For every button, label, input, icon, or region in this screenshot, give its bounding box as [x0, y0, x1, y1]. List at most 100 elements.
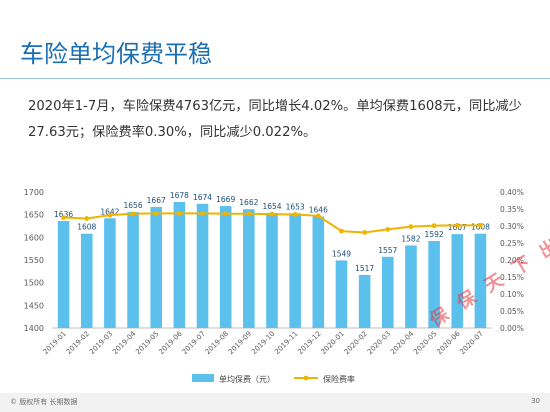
- rate-point: [478, 222, 483, 228]
- page-title: 车险单均保费平稳: [20, 40, 212, 68]
- rate-point: [61, 215, 66, 220]
- bar: [80, 233, 93, 328]
- bar: [104, 218, 116, 328]
- bar-value-label: 1662: [239, 198, 258, 207]
- category-tick-label: 2019-01: [42, 330, 68, 356]
- title-divider: [0, 78, 550, 79]
- rate-point: [130, 211, 136, 217]
- summary-text: 2020年1-7月，车险保费4763亿元，同比增长4.02%。单均保费1608元…: [28, 99, 522, 140]
- rate-point: [385, 227, 391, 232]
- legend-swatch-line-marker: [303, 375, 309, 381]
- category-tick-label: 2020-07: [458, 330, 484, 356]
- bar: [150, 206, 162, 328]
- rate-point: [200, 211, 205, 216]
- category-tick-label: 2019-03: [88, 330, 114, 356]
- bar-value-label: 1592: [425, 230, 444, 239]
- rate-point: [292, 212, 298, 217]
- left-axis-tick-label: 1550: [24, 256, 44, 265]
- bar-value-label: 1517: [355, 264, 374, 273]
- bar: [405, 245, 417, 328]
- right-axis-tick-label: 0.30%: [500, 222, 524, 231]
- bar: [474, 233, 487, 328]
- rate-point: [246, 211, 252, 217]
- bar: [243, 209, 255, 328]
- category-tick-label: 2019-08: [204, 330, 230, 356]
- rate-point: [408, 224, 414, 230]
- rate-point: [107, 212, 113, 218]
- rate-point: [223, 211, 229, 217]
- bar: [173, 201, 186, 328]
- page-number: 30: [531, 397, 540, 405]
- category-tick-label: 2019-07: [181, 330, 207, 356]
- legend-label-bar: 单均保费（元）: [219, 374, 275, 384]
- category-tick-label: 2020-04: [389, 329, 416, 356]
- bar-value-label: 1667: [147, 196, 166, 205]
- bar-value-label: 1656: [124, 201, 143, 210]
- rate-point: [362, 230, 368, 235]
- bar-value-label: 1608: [77, 223, 96, 232]
- bar-value-label: 1653: [286, 202, 305, 211]
- bar: [266, 212, 278, 328]
- bar: [451, 234, 464, 328]
- right-axis-tick-label: 0.25%: [500, 239, 524, 248]
- legend-swatch-bar: [192, 374, 214, 382]
- bar-value-label: 1669: [216, 195, 235, 204]
- bar-value-label: 1582: [401, 234, 420, 243]
- bar-value-label: 1636: [54, 210, 73, 219]
- right-axis-tick-label: 0.05%: [500, 307, 524, 316]
- left-axis-tick-label: 1600: [24, 233, 44, 242]
- left-axis-tick-label: 1400: [24, 324, 44, 333]
- bar-value-label: 1646: [309, 205, 328, 214]
- left-axis-tick-label: 1500: [24, 279, 44, 288]
- rate-point: [339, 228, 344, 234]
- rate-point: [176, 211, 182, 216]
- bar-value-label: 1642: [100, 207, 119, 216]
- bar: [196, 203, 209, 328]
- category-tick-label: 2020-06: [435, 329, 462, 356]
- rate-point: [315, 213, 321, 219]
- rate-point: [269, 211, 275, 217]
- bar: [127, 211, 139, 328]
- premium-chart: 1700 1650 1600 1550 1500 1450 1400 0.40% 0.35% 0.…: [24, 188, 524, 384]
- rate-point: [153, 211, 159, 216]
- category-tick-label: 2019-05: [134, 330, 160, 356]
- right-axis-tick-label: 0.35%: [500, 205, 524, 214]
- category-tick-label: 2019-10: [250, 330, 276, 356]
- bar: [358, 274, 371, 328]
- category-tick-label: 2020-01: [320, 330, 346, 356]
- right-axis-tick-label: 0.00%: [500, 324, 524, 333]
- bar: [382, 256, 394, 328]
- category-tick-label: 2019-02: [65, 330, 91, 356]
- bar-value-label: 1654: [262, 202, 281, 211]
- category-tick-label: 2020-03: [366, 330, 392, 356]
- right-axis-tick-label: 0.20%: [500, 256, 524, 265]
- right-axis-tick-label: 0.10%: [500, 290, 524, 299]
- left-axis-tick-label: 1650: [24, 211, 44, 220]
- category-tick-label: 2019-06: [157, 329, 184, 356]
- bar: [312, 216, 325, 328]
- bar: [335, 260, 348, 328]
- category-tick-label: 2020-02: [343, 330, 369, 356]
- category-tick-label: 2019-04: [111, 329, 138, 356]
- bar: [289, 213, 301, 328]
- left-axis-tick-label: 1450: [24, 301, 44, 310]
- left-axis-tick-label: 1700: [24, 188, 44, 197]
- bar: [428, 240, 440, 328]
- rate-point: [454, 222, 460, 228]
- category-tick-label: 2020-05: [412, 330, 438, 356]
- footer-bar: [0, 393, 550, 412]
- bar: [219, 206, 232, 328]
- footer-copyright: © 版权所有 长期数据: [10, 398, 78, 406]
- right-axis-tick-label: 0.15%: [500, 273, 524, 282]
- bar-value-label: 1557: [378, 246, 397, 255]
- category-tick-label: 2019-12: [296, 330, 322, 356]
- bar-value-label: 1674: [193, 193, 212, 202]
- bar-value-label: 1678: [170, 191, 189, 200]
- bar-value-label: 1549: [332, 249, 351, 258]
- rate-point: [431, 223, 437, 229]
- right-axis-tick-label: 0.40%: [500, 188, 524, 197]
- category-tick-label: 2019-11: [273, 330, 299, 356]
- bar: [57, 221, 70, 328]
- legend-label-line: 保险费率: [323, 374, 355, 384]
- category-tick-label: 2019-09: [227, 330, 253, 356]
